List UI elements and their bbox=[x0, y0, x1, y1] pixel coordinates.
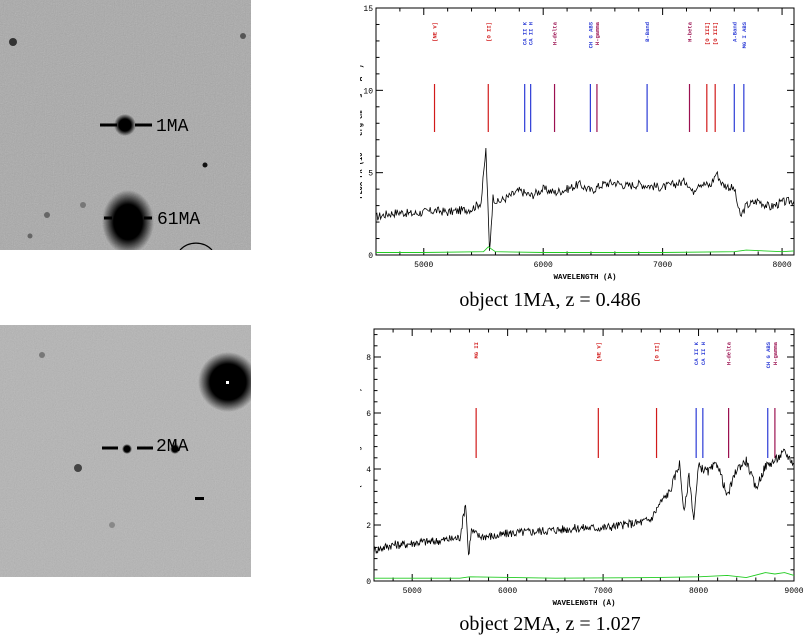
spectral-line-label: A-Band bbox=[731, 22, 738, 42]
spectral-line-label: H-delta bbox=[726, 341, 733, 365]
spectral-line-label: [O II] bbox=[654, 342, 661, 362]
y-tick-label: 0 bbox=[368, 252, 373, 261]
error-series bbox=[376, 246, 795, 253]
label-2ma: 2MA bbox=[156, 437, 189, 457]
spectral-line-label: CA II K bbox=[522, 21, 529, 45]
label-1ma: 1MA bbox=[156, 117, 189, 137]
spectrum-chart-1ma: 5000 6000 7000 8000 0 5 10 15 WAVELENGTH (Å) FLUX… bbox=[356, 0, 804, 290]
y-tick-label: 15 bbox=[363, 5, 373, 14]
image-stamp-2ma: 2MA bbox=[0, 325, 251, 577]
image-stamp-1ma: 1MA 61MA bbox=[0, 0, 251, 250]
y-tick-label: 10 bbox=[363, 87, 373, 96]
y-tick-label: 5 bbox=[368, 170, 373, 179]
y-tick-label: 8 bbox=[366, 354, 371, 363]
spectral-line-label: [O II] bbox=[485, 22, 492, 42]
caption-1ma: object 1MA, z = 0.486 bbox=[459, 289, 641, 311]
x-tick-label: 5000 bbox=[414, 261, 433, 270]
spectral-line-label: MG I ABS bbox=[741, 21, 748, 48]
spectral-line-label: CH G ABS bbox=[587, 21, 594, 48]
y-tick-label: 6 bbox=[366, 410, 371, 419]
spectrum-series bbox=[373, 448, 795, 556]
x-axis-label: WAVELENGTH (Å) bbox=[552, 599, 615, 608]
spectral-line-label: CH G ABS bbox=[765, 341, 772, 368]
x-tick-label: 5000 bbox=[403, 587, 422, 596]
x-tick-label: 7000 bbox=[653, 261, 672, 270]
spectral-line-label: CA II H bbox=[528, 22, 535, 45]
error-series bbox=[374, 572, 795, 579]
spectral-line-label: H-beta bbox=[687, 21, 694, 42]
x-tick-label: 8000 bbox=[689, 587, 708, 596]
spectrum-chart-2ma: 5000 6000 7000 8000 9000 0 2 4 6 8 WAVELENGTH (Å) F… bbox=[354, 320, 804, 617]
spectral-line-label: [O III] bbox=[704, 22, 711, 45]
label-61ma: 61MA bbox=[157, 210, 200, 230]
x-tick-label: 8000 bbox=[772, 261, 791, 270]
spectral-line-label: H-gamma bbox=[594, 21, 601, 45]
spectral-line-label: MG II bbox=[473, 342, 480, 359]
x-tick-label: 6000 bbox=[534, 261, 553, 270]
spectral-line-label: [NE V] bbox=[595, 342, 602, 362]
spectral-line-label: H-gamma bbox=[772, 341, 779, 365]
spectral-line-label: [NE V] bbox=[432, 22, 439, 42]
spectral-line-label: H-delta bbox=[552, 21, 559, 45]
plot-frame bbox=[375, 7, 795, 256]
caption-2ma: object 2MA, z = 1.027 bbox=[459, 613, 641, 635]
x-axis-label: WAVELENGTH (Å) bbox=[553, 273, 616, 282]
spectral-line-label: [O III] bbox=[712, 22, 719, 45]
y-tick-label: 2 bbox=[366, 522, 371, 531]
y-tick-label: 4 bbox=[366, 466, 371, 475]
y-axis-label: FLUX Fλ (10⁻¹⁸ erg cm⁻² s⁻¹ Å⁻¹) bbox=[360, 388, 363, 522]
y-tick-label: 0 bbox=[366, 578, 371, 587]
spectral-line-label: CA II H bbox=[700, 342, 707, 365]
spectral-line-label: CA II K bbox=[693, 341, 700, 365]
x-tick-label: 6000 bbox=[498, 587, 517, 596]
spectrum-series bbox=[375, 147, 795, 251]
x-tick-label: 7000 bbox=[593, 587, 612, 596]
x-tick-label: 9000 bbox=[784, 587, 803, 596]
spectral-line-label: B-Band bbox=[644, 22, 651, 42]
y-axis-label: FLUX Fλ (10⁻¹⁸ erg cm⁻² s⁻¹ Å⁻¹) bbox=[360, 64, 365, 198]
